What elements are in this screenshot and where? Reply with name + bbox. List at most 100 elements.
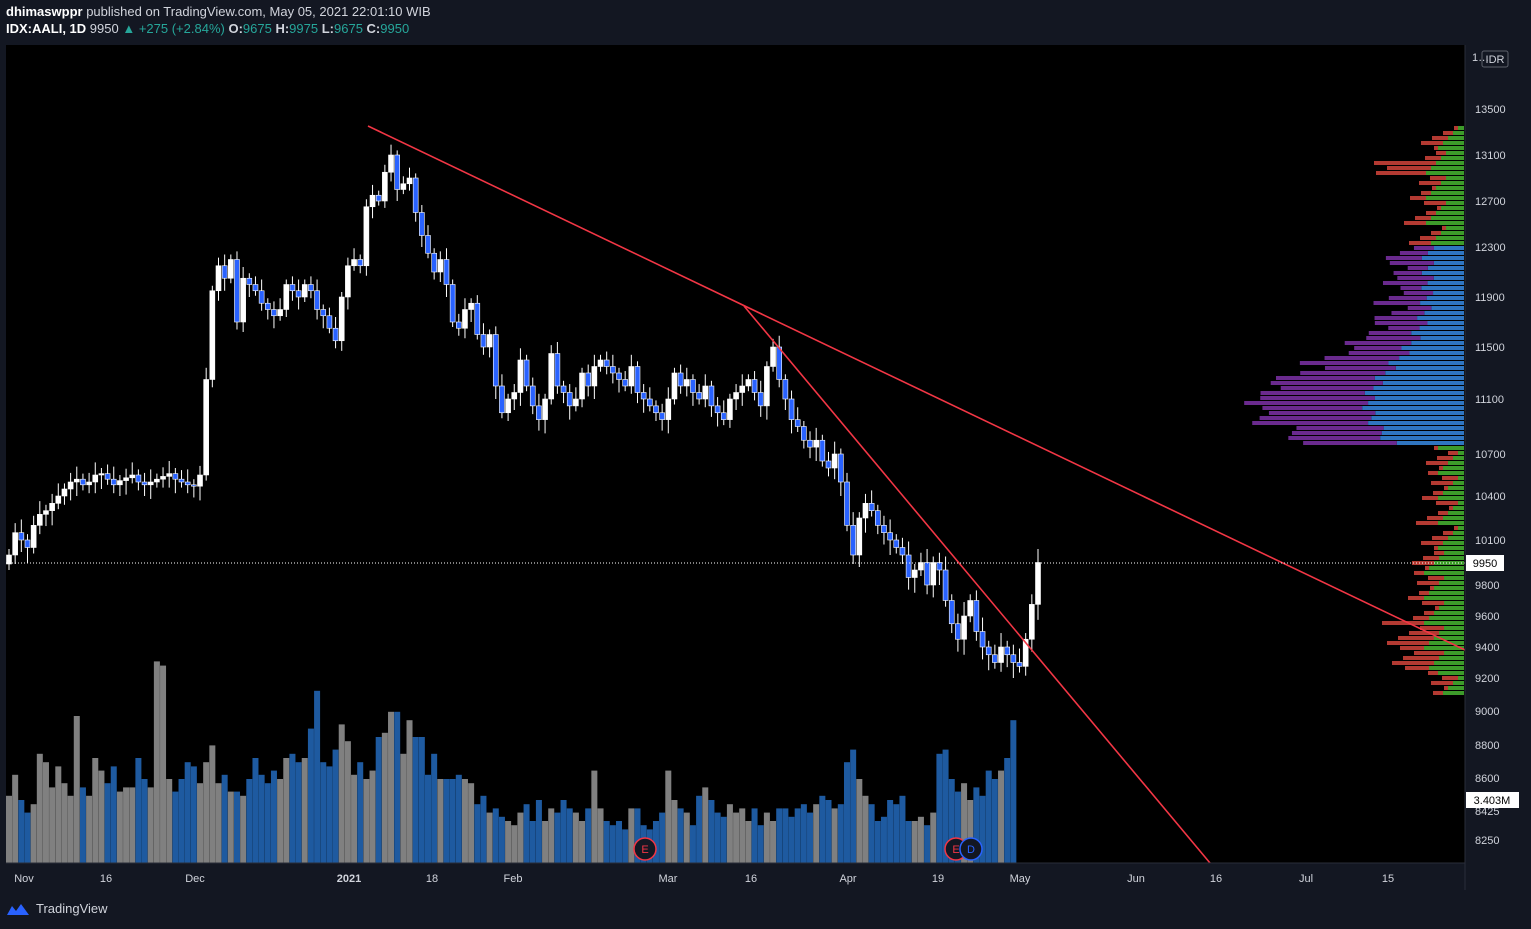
- currency-badge[interactable]: IDR: [1481, 50, 1509, 68]
- candle-body[interactable]: [659, 412, 665, 420]
- candle-body[interactable]: [560, 385, 567, 393]
- candle-body[interactable]: [295, 290, 302, 298]
- candle-body[interactable]: [24, 539, 31, 548]
- candle-body[interactable]: [123, 477, 129, 481]
- candle-body[interactable]: [92, 474, 99, 483]
- candle-body[interactable]: [1004, 646, 1010, 656]
- long-downtrend-line[interactable]: [367, 125, 1466, 651]
- candle-body[interactable]: [406, 177, 413, 185]
- candle-body[interactable]: [61, 488, 68, 497]
- candle-body[interactable]: [905, 554, 912, 578]
- candle-body[interactable]: [221, 265, 228, 279]
- candle-body[interactable]: [690, 379, 696, 393]
- candle-body[interactable]: [400, 183, 407, 190]
- candle-body[interactable]: [1035, 562, 1041, 605]
- candle-body[interactable]: [708, 385, 715, 407]
- candle-body[interactable]: [351, 259, 357, 267]
- candle-body[interactable]: [160, 476, 166, 480]
- candle-body[interactable]: [739, 385, 746, 393]
- author-name[interactable]: dhimaswppr: [6, 4, 83, 19]
- candle-body[interactable]: [55, 495, 62, 504]
- candle-body[interactable]: [178, 478, 185, 483]
- candle-body[interactable]: [172, 473, 179, 480]
- candle-body[interactable]: [979, 631, 986, 648]
- candle-body[interactable]: [585, 372, 591, 387]
- candle-body[interactable]: [462, 309, 468, 329]
- candle-body[interactable]: [665, 398, 672, 420]
- candle-body[interactable]: [104, 473, 111, 480]
- candle-body[interactable]: [1029, 604, 1035, 640]
- candle-body[interactable]: [1016, 662, 1023, 667]
- candle-body[interactable]: [573, 398, 579, 407]
- candle-body[interactable]: [326, 315, 333, 329]
- candle-body[interactable]: [801, 426, 807, 441]
- candle-body[interactable]: [887, 532, 893, 541]
- candle-body[interactable]: [603, 359, 610, 367]
- candle-body[interactable]: [468, 302, 474, 310]
- candle-body[interactable]: [388, 154, 394, 173]
- candle-body[interactable]: [554, 353, 561, 387]
- candle-body[interactable]: [332, 327, 339, 342]
- candle-body[interactable]: [258, 290, 265, 304]
- candle-body[interactable]: [566, 392, 573, 407]
- candle-body[interactable]: [277, 309, 283, 317]
- candle-body[interactable]: [733, 392, 739, 400]
- candle-body[interactable]: [6, 554, 12, 565]
- candle-body[interactable]: [191, 484, 197, 487]
- candle-body[interactable]: [825, 460, 832, 469]
- candle-body[interactable]: [375, 194, 382, 202]
- candle-body[interactable]: [918, 562, 924, 571]
- candle-body[interactable]: [961, 615, 967, 640]
- candle-body[interactable]: [831, 453, 838, 469]
- candle-body[interactable]: [492, 334, 499, 387]
- candle-body[interactable]: [486, 334, 493, 348]
- candle-body[interactable]: [579, 372, 585, 400]
- candle-body[interactable]: [480, 334, 487, 348]
- candle-body[interactable]: [474, 302, 481, 335]
- candle-body[interactable]: [548, 353, 555, 400]
- candle-body[interactable]: [308, 284, 314, 292]
- candle-body[interactable]: [228, 259, 234, 279]
- candle-body[interactable]: [209, 290, 216, 380]
- candle-body[interactable]: [166, 473, 173, 477]
- candle-body[interactable]: [757, 392, 764, 407]
- candle-body[interactable]: [776, 346, 783, 380]
- plot-area[interactable]: [6, 45, 1465, 863]
- candle-body[interactable]: [412, 177, 419, 213]
- candle-body[interactable]: [141, 481, 148, 486]
- earnings-marker-1[interactable]: E: [633, 837, 657, 861]
- candle-body[interactable]: [369, 194, 376, 208]
- candle-body[interactable]: [622, 379, 628, 387]
- candle-body[interactable]: [345, 265, 351, 298]
- candle-body[interactable]: [419, 212, 425, 236]
- short-downtrend-line[interactable]: [743, 305, 1211, 864]
- symbol-name[interactable]: IDX:AALI, 1D: [6, 21, 87, 36]
- candle-body[interactable]: [67, 481, 74, 490]
- candle-body[interactable]: [788, 398, 795, 420]
- candle-body[interactable]: [911, 569, 918, 578]
- candle-body[interactable]: [37, 514, 43, 526]
- candle-body[interactable]: [677, 372, 684, 387]
- candle-body[interactable]: [948, 600, 955, 625]
- candle-body[interactable]: [30, 525, 37, 548]
- candle-body[interactable]: [714, 405, 721, 414]
- candle-body[interactable]: [782, 379, 789, 400]
- candle-body[interactable]: [591, 366, 598, 387]
- candle-body[interactable]: [683, 379, 690, 387]
- candle-body[interactable]: [505, 398, 511, 414]
- candle-body[interactable]: [234, 259, 240, 323]
- candle-body[interactable]: [449, 284, 456, 323]
- candle-body[interactable]: [117, 480, 123, 486]
- candle-body[interactable]: [203, 379, 209, 476]
- candle-body[interactable]: [357, 259, 364, 267]
- candle-body[interactable]: [338, 296, 345, 342]
- candle-body[interactable]: [110, 478, 117, 486]
- candle-body[interactable]: [301, 284, 308, 298]
- candle-body[interactable]: [363, 206, 370, 267]
- candle-body[interactable]: [807, 439, 813, 448]
- candle-body[interactable]: [1010, 654, 1017, 663]
- candle-body[interactable]: [616, 372, 622, 380]
- candle-body[interactable]: [942, 569, 949, 601]
- candle-body[interactable]: [283, 284, 290, 310]
